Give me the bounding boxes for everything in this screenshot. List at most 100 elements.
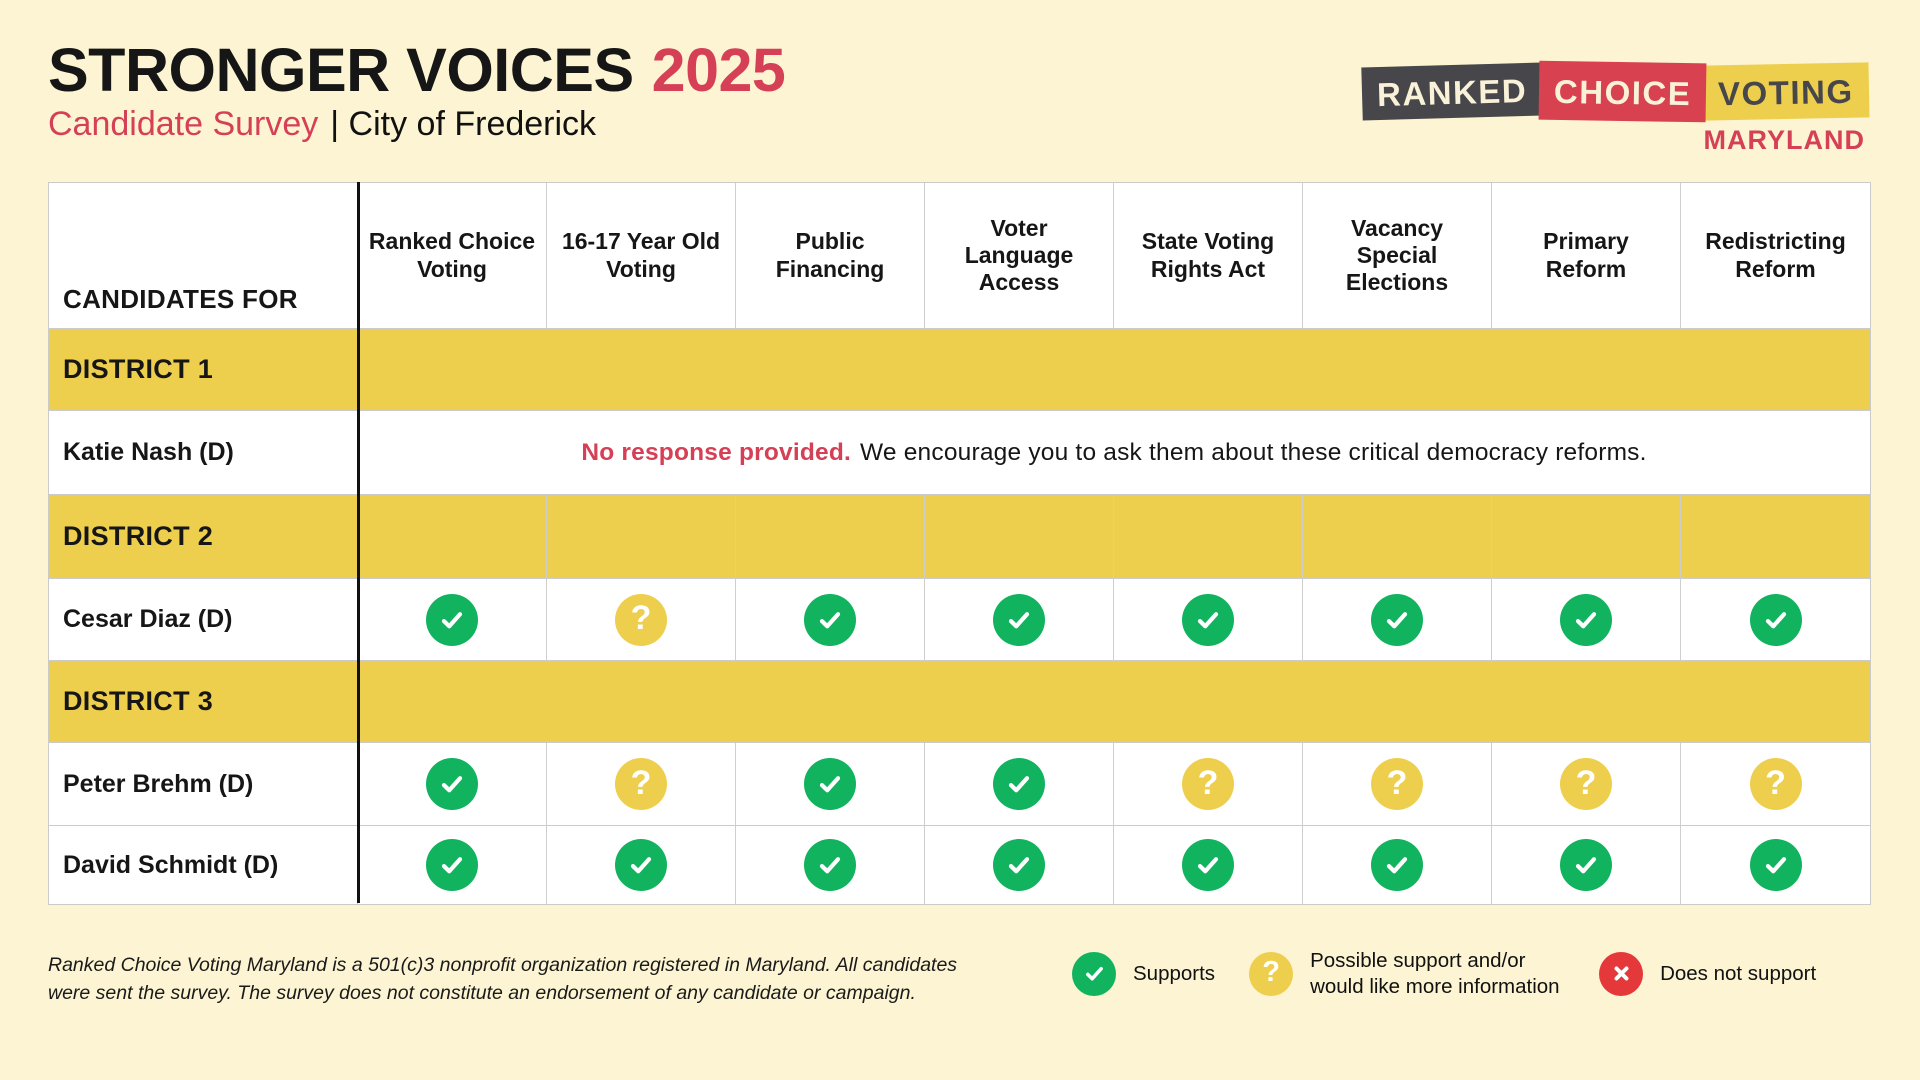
check-circle-icon [804, 758, 856, 810]
survey-table: CANDIDATES FOR Ranked Choice Voting 16-17 … [48, 182, 1871, 905]
district-label: DISTRICT 3 [49, 661, 358, 743]
page-title: STRONGER VOICES 2025 [48, 36, 786, 104]
district-band-cell [358, 495, 547, 579]
column-header: State Voting Rights Act [1114, 183, 1303, 329]
check-circle-icon [1182, 593, 1234, 646]
column-header: Public Financing [736, 183, 925, 329]
district-label: DISTRICT 2 [49, 495, 358, 579]
response-cell [1114, 579, 1303, 661]
question-circle-icon: ? [615, 593, 667, 646]
check-circle-icon [1072, 951, 1116, 996]
check-circle-icon [426, 839, 478, 891]
district-band-cell [547, 495, 736, 579]
legend-label: Possible support and/or would like more … [1310, 949, 1560, 998]
district-label: DISTRICT 1 [49, 329, 358, 411]
check-circle-icon [1749, 839, 1802, 891]
legend-item: ? Possible support and/or would like more… [1249, 948, 1565, 999]
disclaimer-line-1: Ranked Choice Voting Maryland is a 501(c… [48, 954, 958, 976]
district-band [358, 329, 1870, 411]
check-circle-icon [1560, 593, 1612, 646]
response-cell [925, 826, 1114, 904]
district-band-cell [1114, 495, 1303, 579]
question-circle-icon: ? [1749, 758, 1802, 810]
response-cell [925, 579, 1114, 661]
legend-label: Does not support [1660, 961, 1817, 985]
question-circle-icon: ? [1249, 951, 1294, 996]
check-circle-icon [804, 839, 856, 891]
response-cell [1303, 826, 1492, 904]
question-circle-icon: ? [1371, 758, 1423, 810]
response-cell [1303, 579, 1492, 661]
column-header: Primary Reform [1492, 183, 1681, 329]
disclaimer-line-2: were sent the survey. The survey does no… [48, 981, 916, 1004]
response-cell [358, 579, 547, 661]
logo-wordmark: RANKED CHOICE VOTING [1361, 60, 1870, 123]
candidate-name: Katie Nash (D) [49, 411, 358, 495]
legend: Supports? Possible support and/or would l… [1072, 948, 1816, 999]
check-circle-icon [426, 593, 478, 646]
title-main: STRONGER VOICES [48, 36, 634, 104]
district-band-cell [925, 495, 1114, 579]
check-circle-icon [1560, 839, 1612, 891]
subtitle-city: | City of Frederick [330, 105, 597, 143]
subtitle-survey: Candidate Survey [48, 105, 319, 143]
response-cell [547, 826, 736, 904]
response-cell [736, 579, 925, 661]
check-circle-icon [804, 593, 856, 646]
response-cell [1492, 579, 1681, 661]
check-circle-icon [615, 839, 667, 891]
question-circle-icon: ? [1560, 758, 1612, 810]
response-cell: ? [1114, 743, 1303, 826]
subtitle: Candidate Survey | City of Frederick [48, 105, 597, 143]
question-circle-icon: ? [1182, 758, 1234, 810]
check-circle-icon [993, 758, 1045, 810]
response-cell [736, 826, 925, 904]
no-response-message: No response provided. We encourage you to… [358, 411, 1870, 495]
rcv-maryland-logo: RANKED CHOICE VOTING MARYLAND [1361, 60, 1870, 156]
response-cell: ? [547, 743, 736, 826]
response-cell [358, 743, 547, 826]
column-header: Voter Language Access [925, 183, 1114, 329]
district-band-cell [1681, 495, 1870, 579]
legend-label: Supports [1133, 961, 1216, 985]
table-divider-line [357, 182, 360, 903]
response-cell: ? [547, 579, 736, 661]
check-circle-icon [1182, 839, 1234, 891]
check-circle-icon [426, 758, 478, 810]
response-cell: ? [1681, 743, 1870, 826]
candidate-name: Peter Brehm (D) [49, 743, 358, 826]
question-circle-icon: ? [615, 758, 667, 810]
response-cell: ? [1303, 743, 1492, 826]
check-circle-icon [1371, 839, 1423, 891]
response-cell [736, 743, 925, 826]
table-corner-label: CANDIDATES FOR [49, 183, 358, 329]
candidate-name: David Schmidt (D) [49, 826, 358, 904]
response-cell [358, 826, 547, 904]
no-response-bold: No response provided. [581, 438, 852, 466]
response-cell [1681, 579, 1870, 661]
district-band [358, 661, 1870, 743]
column-header: Vacancy Special Elections [1303, 183, 1492, 329]
check-circle-icon [1749, 593, 1802, 646]
column-header: 16-17 Year Old Voting [547, 183, 736, 329]
response-cell [1114, 826, 1303, 904]
response-cell [925, 743, 1114, 826]
district-band-cell [736, 495, 925, 579]
legend-item: Supports [1072, 951, 1216, 996]
title-year: 2025 [651, 36, 786, 104]
district-band-cell [1303, 495, 1492, 579]
logo-word-choice: CHOICE [1538, 60, 1707, 123]
logo-word-voting: VOTING [1702, 62, 1870, 121]
district-band-cell [1492, 495, 1681, 579]
x-circle-icon [1599, 951, 1644, 996]
column-header: Redistricting Reform [1681, 183, 1870, 329]
check-circle-icon [1371, 593, 1423, 646]
legend-item: Does not support [1599, 951, 1817, 996]
check-circle-icon [993, 593, 1045, 646]
response-cell [1492, 826, 1681, 904]
response-cell [1681, 826, 1870, 904]
logo-region: MARYLAND [1703, 125, 1865, 155]
check-circle-icon [993, 839, 1045, 891]
response-cell: ? [1492, 743, 1681, 826]
